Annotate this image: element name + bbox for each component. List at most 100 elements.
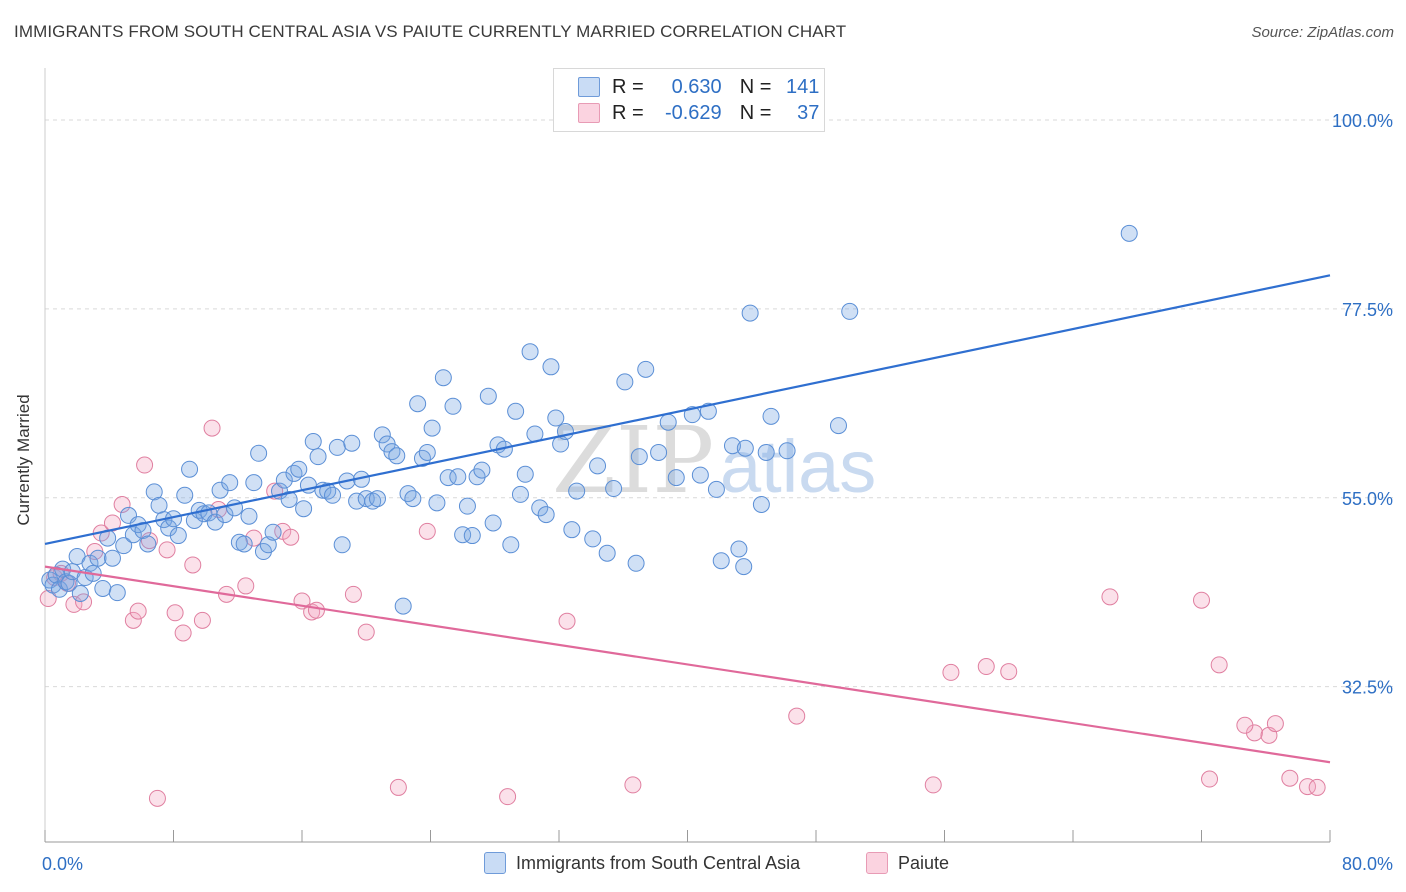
point-series2 bbox=[418, 522, 436, 540]
point-series1 bbox=[598, 544, 616, 562]
point-series2 bbox=[357, 623, 375, 641]
legend-swatch-series2 bbox=[578, 103, 600, 123]
point-series2 bbox=[237, 577, 255, 595]
correlation-legend: R = 0.630 N = 141 R = -0.629 N = 37 bbox=[553, 68, 825, 132]
point-series1 bbox=[531, 499, 549, 517]
point-series1 bbox=[245, 474, 263, 492]
point-series2 bbox=[193, 611, 211, 629]
bottom-legend-label-series2: Paiute bbox=[898, 852, 950, 873]
point-series2 bbox=[282, 528, 300, 546]
point-series1 bbox=[250, 444, 268, 462]
point-series1 bbox=[81, 554, 99, 572]
point-series2 bbox=[1281, 769, 1299, 787]
point-series1 bbox=[444, 397, 462, 415]
point-series1 bbox=[605, 480, 623, 498]
point-series1 bbox=[47, 566, 65, 584]
point-series1 bbox=[723, 437, 741, 455]
point-series2 bbox=[307, 601, 325, 619]
point-series1 bbox=[584, 530, 602, 548]
point-series1 bbox=[94, 579, 112, 597]
legend-r-value: 0.630 bbox=[671, 75, 722, 98]
point-series1 bbox=[516, 465, 534, 483]
point-series2 bbox=[558, 612, 576, 630]
point-series2 bbox=[1266, 715, 1284, 733]
point-series1 bbox=[115, 537, 133, 555]
point-series2 bbox=[158, 541, 176, 559]
legend-n-value: 141 bbox=[786, 75, 820, 98]
point-series2 bbox=[1299, 778, 1317, 796]
point-series1 bbox=[502, 536, 520, 554]
point-series1 bbox=[404, 490, 422, 508]
legend-row-series1: R = 0.630 N = 141 bbox=[578, 75, 819, 99]
point-series2 bbox=[1308, 778, 1326, 796]
point-series1 bbox=[762, 407, 780, 425]
y-axis-label-text: Currently Married bbox=[14, 394, 33, 526]
legend-row-series2: R = -0.629 N = 37 bbox=[578, 101, 819, 125]
point-series2 bbox=[977, 658, 995, 676]
point-series2 bbox=[174, 624, 192, 642]
point-series1 bbox=[103, 549, 121, 567]
point-series1 bbox=[691, 466, 709, 484]
point-series1 bbox=[309, 448, 327, 466]
point-series1 bbox=[707, 480, 725, 498]
point-series1 bbox=[145, 483, 163, 501]
point-series1 bbox=[627, 554, 645, 572]
y-axis-label: Currently Married bbox=[14, 394, 34, 525]
point-series1 bbox=[463, 527, 481, 545]
point-series1 bbox=[259, 536, 277, 554]
point-series1 bbox=[368, 490, 386, 508]
point-series2 bbox=[136, 456, 154, 474]
point-series1 bbox=[304, 433, 322, 451]
point-series1 bbox=[511, 485, 529, 503]
point-series1 bbox=[841, 302, 859, 320]
point-series1 bbox=[240, 507, 258, 525]
point-series1 bbox=[1120, 224, 1138, 242]
point-series1 bbox=[423, 419, 441, 437]
x-tick-label: 80.0% bbox=[1342, 854, 1393, 874]
point-series2 bbox=[499, 788, 517, 806]
point-series2 bbox=[129, 602, 147, 620]
point-series1 bbox=[730, 540, 748, 558]
legend-n-value: 37 bbox=[797, 101, 820, 124]
point-series2 bbox=[39, 590, 57, 608]
y-tick-label: 100.0% bbox=[1332, 111, 1393, 131]
point-series1 bbox=[399, 485, 417, 503]
point-series1 bbox=[683, 406, 701, 424]
point-series1 bbox=[364, 492, 382, 510]
point-series1 bbox=[458, 497, 476, 515]
point-series2 bbox=[184, 556, 202, 574]
point-series1 bbox=[428, 494, 446, 512]
point-series1 bbox=[699, 402, 717, 420]
point-series1 bbox=[650, 443, 668, 461]
point-series1 bbox=[108, 584, 126, 602]
point-series1 bbox=[712, 552, 730, 570]
point-series1 bbox=[479, 387, 497, 405]
point-series1 bbox=[547, 409, 565, 427]
legend-r-value: -0.629 bbox=[664, 101, 722, 124]
point-series1 bbox=[616, 373, 634, 391]
point-series1 bbox=[235, 535, 253, 553]
point-series2 bbox=[389, 778, 407, 796]
point-series2 bbox=[1201, 770, 1219, 788]
point-series1 bbox=[343, 434, 361, 452]
point-series1 bbox=[589, 457, 607, 475]
point-series1 bbox=[439, 469, 457, 487]
point-series2 bbox=[1000, 663, 1018, 681]
point-series1 bbox=[563, 521, 581, 539]
point-series1 bbox=[537, 506, 555, 524]
point-series1 bbox=[473, 461, 491, 479]
bottom-legend-series2: Paiute bbox=[866, 852, 949, 874]
point-series1 bbox=[333, 536, 351, 554]
point-series1 bbox=[630, 448, 648, 466]
point-series2 bbox=[1210, 656, 1228, 674]
point-series1 bbox=[409, 395, 427, 413]
point-series1 bbox=[568, 482, 586, 500]
point-series1 bbox=[741, 304, 759, 322]
point-series2 bbox=[1101, 588, 1119, 606]
y-tick-label: 55.0% bbox=[1342, 489, 1393, 509]
legend-n-label: N = bbox=[739, 101, 772, 124]
trend-line-series2 bbox=[44, 565, 1331, 764]
watermark-zip: ZIP bbox=[552, 407, 714, 514]
point-series1 bbox=[418, 443, 436, 461]
y-tick-label: 32.5% bbox=[1342, 678, 1393, 698]
